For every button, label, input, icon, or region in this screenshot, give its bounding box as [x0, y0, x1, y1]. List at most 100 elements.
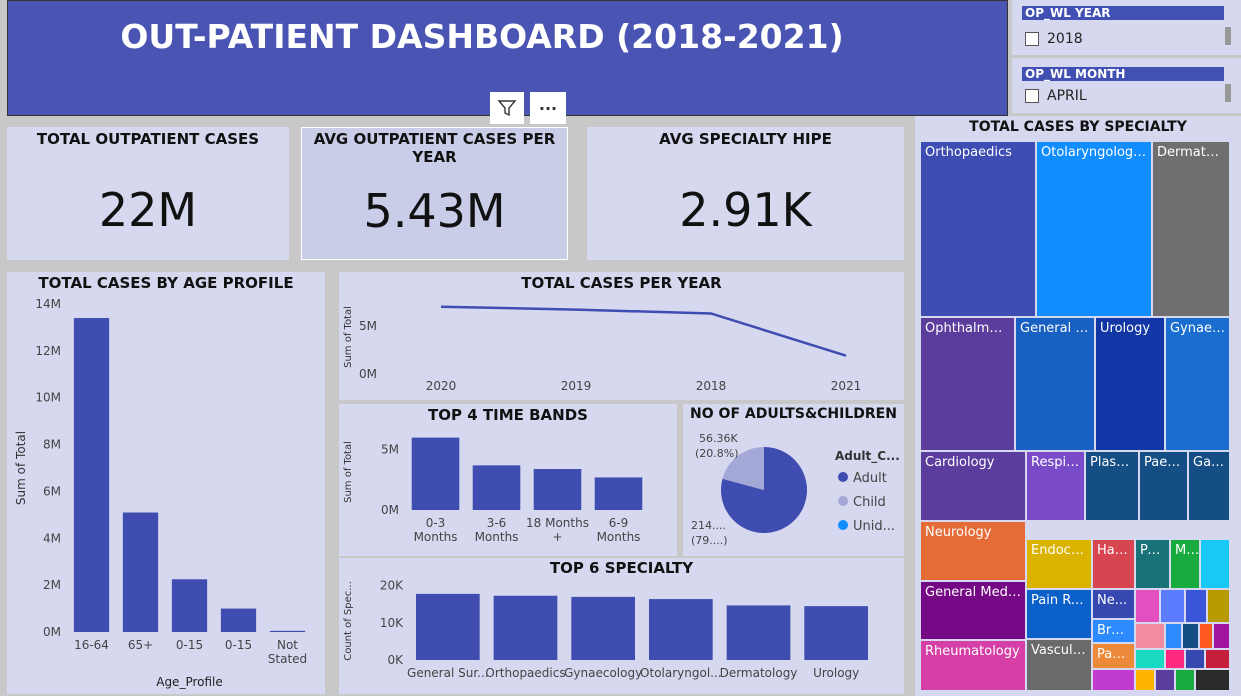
- year-slicer[interactable]: OP_WL YEAR 2018: [1012, 0, 1241, 55]
- treemap-cell[interactable]: Plasti...: [1085, 451, 1139, 521]
- treemap-cell[interactable]: [1185, 589, 1207, 623]
- top-specialty-chart[interactable]: TOP 6 SPECIALTY 0K 10K 20K Count of Spec...…: [339, 558, 904, 694]
- treemap-cell[interactable]: Pa...: [1135, 539, 1170, 589]
- bar: [411, 437, 460, 510]
- treemap-cell[interactable]: Respir...: [1026, 451, 1085, 521]
- y-tick-label: 12M: [35, 344, 61, 358]
- checkbox[interactable]: [1025, 89, 1039, 103]
- treemap-cell[interactable]: Ophthalmolo...: [920, 317, 1015, 451]
- treemap-cell[interactable]: Rheumatology: [920, 640, 1026, 691]
- kpi-label: AVG OUTPATIENT CASES PER YEAR: [313, 130, 556, 166]
- treemap-cell[interactable]: Neurology: [920, 521, 1026, 581]
- bar: [269, 630, 306, 632]
- x-tick-label: Dermatology: [720, 666, 798, 680]
- treemap-cell[interactable]: [1182, 623, 1199, 649]
- x-tick-label: Months: [414, 530, 458, 544]
- x-tick-label: Months: [597, 530, 641, 544]
- treemap-cell[interactable]: Gas...: [1188, 451, 1230, 521]
- adults-children-chart[interactable]: NO OF ADULTS&CHILDREN 56.36K (20.8%) 214..…: [683, 404, 904, 556]
- treemap-cell[interactable]: [1205, 649, 1230, 669]
- y-axis-label: Sum of Total: [343, 441, 354, 503]
- treemap-cell[interactable]: [1200, 539, 1230, 589]
- scrollbar[interactable]: [1225, 27, 1231, 45]
- legend-item: Unid...: [853, 519, 895, 534]
- checkbox[interactable]: [1025, 32, 1039, 46]
- kpi-value: 22M: [98, 183, 198, 237]
- specialty-treemap[interactable]: TOTAL CASES BY SPECIALTY Orthopaedics Oto…: [915, 116, 1241, 696]
- x-tick-label: Not: [277, 638, 298, 652]
- treemap-cell[interactable]: Pain Reli...: [1026, 589, 1092, 639]
- x-tick-label: Months: [475, 530, 519, 544]
- treemap-cell[interactable]: [1195, 669, 1230, 691]
- month-slicer-item[interactable]: APRIL: [1025, 88, 1087, 104]
- treemap-cell[interactable]: General S...: [1015, 317, 1095, 451]
- more-options-button[interactable]: ···: [530, 92, 566, 124]
- month-slicer[interactable]: OP_WL MONTH APRIL: [1012, 58, 1241, 113]
- filter-button[interactable]: [490, 92, 524, 124]
- treemap-cell[interactable]: [1135, 589, 1160, 623]
- age-profile-chart[interactable]: TOTAL CASES BY AGE PROFILE 0M 2M 4M 6M 8M 10M…: [7, 272, 325, 694]
- data-label: 56.36K: [699, 432, 738, 445]
- treemap-cell[interactable]: [1165, 649, 1185, 669]
- bar: [648, 599, 713, 660]
- treemap-cell[interactable]: Gynaec...: [1165, 317, 1230, 451]
- x-tick-label: 2020: [426, 379, 457, 393]
- kpi-card-total[interactable]: TOTAL OUTPATIENT CASES 22M: [7, 127, 289, 260]
- x-tick-label: 16-64: [74, 638, 109, 652]
- treemap-cell[interactable]: [1135, 623, 1165, 649]
- treemap-cell[interactable]: Dermatol...: [1152, 141, 1230, 317]
- chart-title: TOP 6 SPECIALTY: [549, 559, 694, 577]
- treemap-cell[interactable]: [1160, 589, 1185, 623]
- chart-title: TOTAL CASES BY AGE PROFILE: [38, 274, 294, 292]
- treemap-cell[interactable]: [1199, 623, 1213, 649]
- treemap-cell[interactable]: M...: [1170, 539, 1200, 589]
- y-tick-label: 8M: [43, 438, 61, 452]
- time-bands-chart[interactable]: TOP 4 TIME BANDS 0M 5M Sum of Total 0-3 Mont…: [339, 404, 677, 556]
- kpi-card-hipe[interactable]: AVG SPECIALTY HIPE 2.91K: [587, 127, 904, 260]
- y-tick-label: 4M: [43, 531, 61, 545]
- treemap-cell[interactable]: Ne...: [1092, 589, 1135, 619]
- treemap-cell[interactable]: [1155, 669, 1175, 691]
- pie-slice: [722, 447, 764, 490]
- treemap-cell[interactable]: Cardiology: [920, 451, 1026, 521]
- legend-marker: [838, 496, 848, 506]
- treemap-cell[interactable]: Endocri...: [1026, 539, 1092, 589]
- treemap-cell[interactable]: [1213, 623, 1230, 649]
- treemap-cell[interactable]: Pae...: [1092, 643, 1135, 669]
- treemap-cell[interactable]: [1135, 669, 1155, 691]
- treemap-cell[interactable]: Orthopaedics: [920, 141, 1036, 317]
- treemap-cell[interactable]: [1092, 669, 1135, 691]
- treemap-cell[interactable]: Urology: [1095, 317, 1165, 451]
- kpi-card-avg-year[interactable]: AVG OUTPATIENT CASES PER YEAR 5.43M: [301, 127, 568, 260]
- x-tick-label: 65+: [128, 638, 153, 652]
- y-tick-label: 10K: [380, 616, 404, 630]
- treemap-cell[interactable]: [1185, 649, 1205, 669]
- treemap-cell[interactable]: Vascular...: [1026, 639, 1092, 691]
- treemap-cell[interactable]: [1026, 521, 1092, 539]
- x-tick-label: 0-3: [426, 516, 446, 530]
- treemap-cell[interactable]: Bre...: [1092, 619, 1135, 643]
- chart-title: TOTAL CASES BY SPECIALTY: [969, 119, 1187, 135]
- treemap-cell[interactable]: [1165, 623, 1182, 649]
- scrollbar[interactable]: [1225, 84, 1231, 102]
- treemap-cell[interactable]: General Medici...: [920, 581, 1026, 640]
- y-tick-label: 5M: [359, 319, 377, 333]
- treemap-cell[interactable]: Paed...: [1139, 451, 1188, 521]
- treemap-cell[interactable]: [1135, 649, 1165, 669]
- series-line: [440, 305, 847, 357]
- y-tick-label: 0M: [359, 367, 377, 381]
- cases-per-year-chart[interactable]: TOTAL CASES PER YEAR 0M 5M Sum of Total 202…: [339, 272, 904, 400]
- bar: [122, 512, 159, 632]
- treemap-cell[interactable]: [1175, 669, 1195, 691]
- bar: [220, 608, 257, 632]
- bar: [472, 465, 521, 510]
- legend-item: Child: [853, 495, 886, 510]
- chart-title: TOP 4 TIME BANDS: [428, 406, 588, 424]
- year-slicer-item[interactable]: 2018: [1025, 31, 1083, 47]
- treemap-cell[interactable]: Hae...: [1092, 539, 1135, 589]
- treemap-cell[interactable]: [1207, 589, 1230, 623]
- kpi-value: 2.91K: [679, 183, 812, 237]
- chart-title: NO OF ADULTS&CHILDREN: [690, 406, 897, 422]
- y-tick-label: 2M: [43, 578, 61, 592]
- treemap-cell[interactable]: Otolaryngology (...: [1036, 141, 1152, 317]
